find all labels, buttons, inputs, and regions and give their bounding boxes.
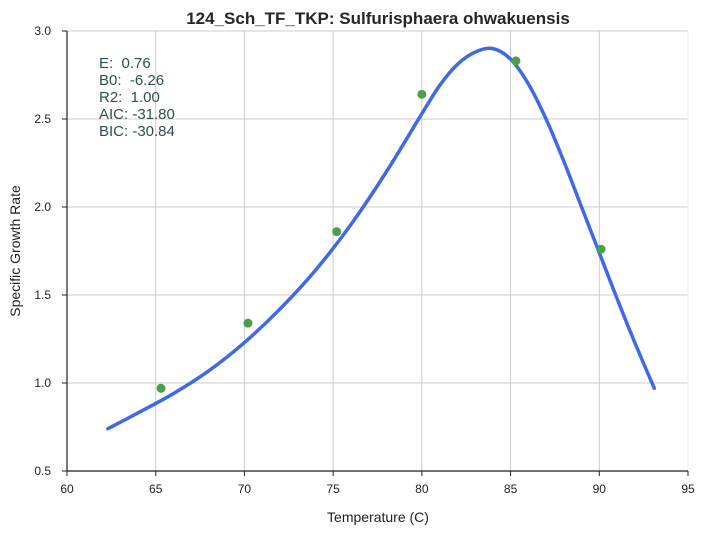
stat-line: BIC: -30.84 [99,123,175,140]
stat-line: E: 0.76 [99,55,151,72]
x-tick-label: 70 [238,482,252,496]
x-tick-label: 90 [593,482,607,496]
chart-title: 124_Sch_TF_TKP: Sulfurisphaera ohwakuens… [186,9,570,28]
data-point [243,318,253,328]
y-tick-label: 2.5 [34,112,51,126]
y-tick-label: 3.0 [34,24,51,38]
x-tick-label: 80 [415,482,429,496]
y-tick-label: 1.5 [34,288,51,302]
axes [66,31,688,472]
y-axis-label: Specific Growth Rate [7,185,23,317]
fit-curve-group [106,46,657,431]
y-tick-label: 2.0 [34,200,51,214]
y-tick-label: 0.5 [34,464,51,478]
data-point [156,383,166,393]
y-tick-label: 1.0 [34,376,51,390]
stat-line: B0: -6.26 [99,72,164,89]
x-tick-label: 60 [60,482,74,496]
data-points [156,56,606,393]
x-tick-label: 75 [326,482,340,496]
x-tick-label: 95 [681,482,695,496]
fit-curve [106,46,657,431]
data-point [596,244,606,254]
x-tick-label: 65 [149,482,163,496]
x-axis-label: Temperature (C) [327,509,429,525]
stat-line: AIC: -31.80 [99,106,175,123]
data-point [511,56,521,66]
x-tick-label: 85 [504,482,518,496]
ticks: 60 65 70 75 80 85 90 95 0.5 1.0 1.5 2.0 2.5 3.0 [34,24,695,496]
grid [67,30,689,471]
stat-line: R2: 1.00 [99,89,160,106]
data-point [332,227,342,237]
data-point [417,89,427,99]
